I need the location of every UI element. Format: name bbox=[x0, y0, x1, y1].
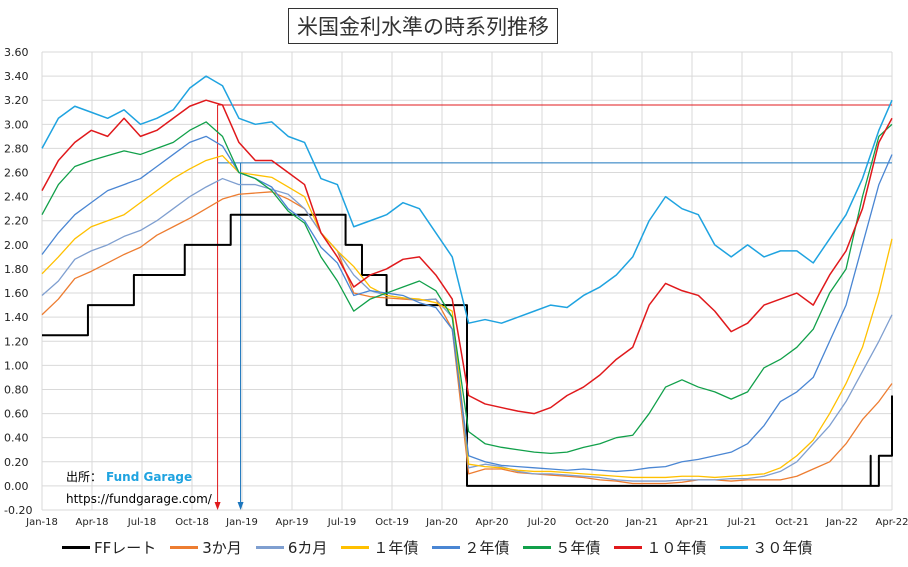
x-tick-label: Oct-20 bbox=[575, 517, 609, 528]
x-tick-label: Apr-20 bbox=[476, 517, 509, 528]
legend-swatch bbox=[62, 546, 90, 549]
y-tick-label: 2.00 bbox=[4, 239, 29, 252]
x-tick-label: Jan-21 bbox=[625, 517, 658, 528]
x-tick-label: Jul-19 bbox=[327, 517, 356, 528]
x-tick-label: Apr-22 bbox=[876, 517, 908, 528]
y-tick-label: 3.20 bbox=[4, 94, 29, 107]
chart-title: 米国金利水準の時系列推移 bbox=[288, 8, 558, 44]
legend-label: ２年債 bbox=[464, 539, 510, 557]
y-tick-label: 2.80 bbox=[4, 142, 29, 155]
series-lines bbox=[41, 75, 893, 487]
y-tick-label: 1.80 bbox=[4, 263, 29, 276]
series-line bbox=[42, 213, 893, 487]
y-tick-label: 2.40 bbox=[4, 191, 29, 204]
legend-swatch bbox=[432, 546, 461, 549]
y-tick-label: 1.60 bbox=[4, 287, 29, 300]
axis-labels: -0.20 0.00 0.20 0.40 0.60 0.80 1.00 1.20 1.40 1.6… bbox=[4, 46, 908, 528]
source-url: https://fundgarage.com/ bbox=[66, 492, 212, 506]
source-note: 出所： Fund Garage https://fundgarage.com/ bbox=[66, 466, 212, 510]
legend-swatch bbox=[341, 546, 370, 549]
legend-label: １０年債 bbox=[646, 539, 707, 557]
x-tick-label: Oct-18 bbox=[175, 517, 209, 528]
x-tick-label: Jul-20 bbox=[527, 517, 556, 528]
y-tick-label: 3.00 bbox=[4, 118, 29, 131]
y-tick-label: 0.80 bbox=[4, 383, 29, 396]
y-tick-label: 2.60 bbox=[4, 167, 29, 180]
x-tick-label: Jan-22 bbox=[825, 517, 858, 528]
x-tick-label: Jul-18 bbox=[127, 517, 156, 528]
legend-swatch bbox=[720, 546, 749, 549]
legend-item: １０年債 bbox=[614, 537, 706, 558]
y-tick-label: 1.20 bbox=[4, 335, 29, 348]
x-tick-label: Jan-18 bbox=[25, 517, 58, 528]
legend-item: ３０年債 bbox=[720, 537, 812, 558]
y-tick-label: 2.20 bbox=[4, 215, 29, 228]
y-tick-label: 3.60 bbox=[4, 46, 29, 59]
x-tick-label: Jan-19 bbox=[225, 517, 258, 528]
x-tick-label: Oct-21 bbox=[775, 517, 809, 528]
y-tick-label: 1.40 bbox=[4, 311, 29, 324]
legend-item: 6カ月 bbox=[255, 537, 328, 558]
legend-label: 6カ月 bbox=[287, 539, 328, 557]
series-line bbox=[41, 121, 893, 455]
marker-arrow bbox=[237, 502, 244, 510]
y-tick-label: 0.00 bbox=[4, 480, 29, 493]
legend-label: FFレート bbox=[94, 539, 157, 557]
reference-lines bbox=[214, 104, 892, 510]
series-line bbox=[41, 75, 893, 324]
series-line bbox=[41, 99, 893, 415]
legend-label: ３０年債 bbox=[752, 539, 813, 557]
chart-legend: FFレート 3か月 6カ月 １年債 ２年債 ５年債 １０年債 ３０年債 bbox=[62, 537, 826, 558]
series-line bbox=[41, 135, 893, 473]
x-tick-label: Jul-21 bbox=[727, 517, 756, 528]
x-tick-label: Apr-18 bbox=[76, 517, 109, 528]
x-tick-label: Jan-20 bbox=[425, 517, 458, 528]
series-line bbox=[41, 155, 893, 479]
legend-item: FFレート bbox=[62, 537, 156, 558]
legend-label: １年債 bbox=[373, 539, 419, 557]
series-line bbox=[41, 191, 893, 485]
x-tick-label: Apr-19 bbox=[276, 517, 309, 528]
x-tick-label: Apr-21 bbox=[676, 517, 709, 528]
series-line bbox=[41, 177, 893, 482]
source-label: 出所： bbox=[66, 470, 103, 484]
x-tick-label: Oct-19 bbox=[375, 517, 409, 528]
marker-arrow bbox=[214, 502, 221, 510]
y-tick-label: -0.20 bbox=[4, 504, 32, 517]
legend-swatch bbox=[255, 546, 284, 549]
legend-label: ５年債 bbox=[555, 539, 601, 557]
y-tick-label: 0.60 bbox=[4, 408, 29, 421]
legend-swatch bbox=[170, 546, 199, 549]
y-tick-label: 1.00 bbox=[4, 359, 29, 372]
legend-swatch bbox=[614, 546, 643, 549]
legend-item: 3か月 bbox=[170, 537, 242, 558]
y-tick-label: 0.20 bbox=[4, 456, 29, 469]
source-brand: Fund Garage bbox=[106, 470, 193, 484]
legend-item: ５年債 bbox=[523, 537, 600, 558]
legend-swatch bbox=[523, 546, 552, 549]
legend-item: １年債 bbox=[341, 537, 418, 558]
y-tick-label: 3.40 bbox=[4, 70, 29, 83]
legend-item: ２年債 bbox=[432, 537, 509, 558]
y-tick-label: 0.40 bbox=[4, 432, 29, 445]
legend-label: 3か月 bbox=[202, 539, 242, 557]
